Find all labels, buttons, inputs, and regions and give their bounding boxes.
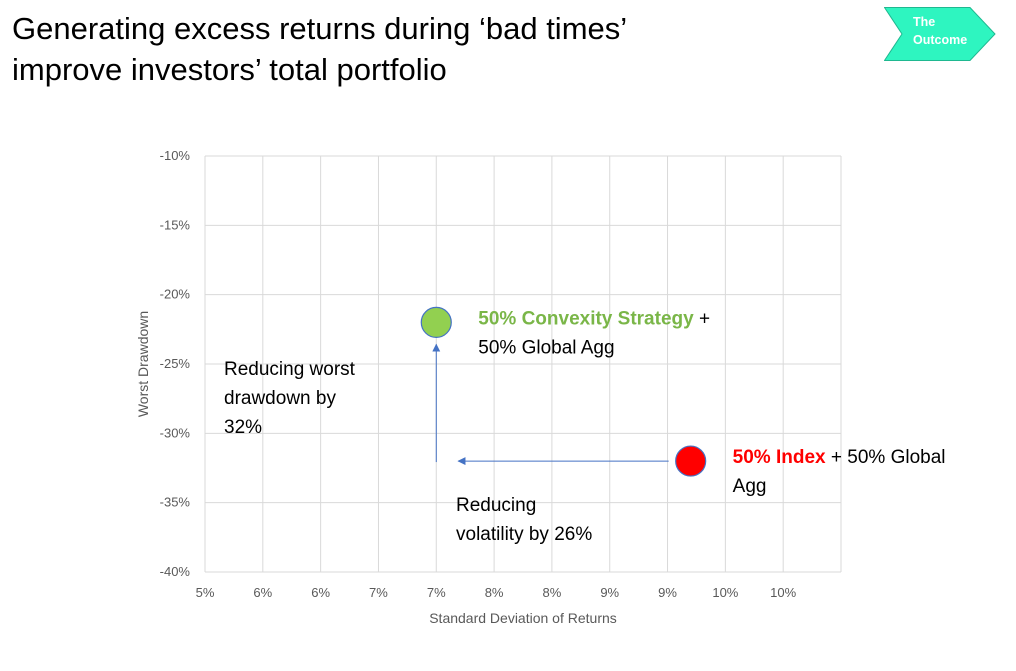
volatility-annotation-line: Reducing <box>456 495 536 516</box>
page-title: Generating excess returns during ‘bad ti… <box>12 8 852 90</box>
x-tick-label: 8% <box>543 585 562 600</box>
x-tick-label: 6% <box>311 585 330 600</box>
drawdown-annotation-line: 32% <box>224 417 262 438</box>
x-tick-label: 9% <box>658 585 677 600</box>
outcome-badge-shape <box>884 7 996 61</box>
y-tick-label: -25% <box>160 356 191 371</box>
point-convexity <box>420 306 452 338</box>
point-label-index: 50% Index + 50% Global <box>733 447 946 468</box>
y-tick-label: -15% <box>160 217 191 232</box>
x-tick-label: 10% <box>712 585 738 600</box>
x-tick-label: 9% <box>600 585 619 600</box>
y-axis-label: Worst Drawdown <box>135 311 151 417</box>
point-label-highlight: 50% Convexity Strategy <box>478 308 694 329</box>
outcome-badge: The Outcome <box>913 13 983 49</box>
y-tick-label: -40% <box>160 564 191 579</box>
point-label-line2-convexity: 50% Global Agg <box>478 337 614 358</box>
point-label-highlight: 50% Index <box>733 447 826 468</box>
x-tick-label: 8% <box>485 585 504 600</box>
point-label-convexity: 50% Convexity Strategy + <box>478 308 710 329</box>
volatility-annotation-line: volatility by 26% <box>456 524 592 545</box>
x-tick-label: 5% <box>196 585 215 600</box>
badge-line-1: The <box>913 15 936 29</box>
x-tick-label: 10% <box>770 585 796 600</box>
drawdown-annotation-line: drawdown by <box>224 388 336 409</box>
y-tick-label: -20% <box>160 287 191 302</box>
point-label-line2-index: Agg <box>733 476 767 497</box>
point-label-rest: + <box>694 308 710 329</box>
badge-line-2: Outcome <box>913 33 968 47</box>
y-tick-label: -10% <box>160 148 191 163</box>
x-tick-label: 7% <box>369 585 388 600</box>
drawdown-annotation-line: Reducing worst <box>224 359 356 380</box>
y-tick-label: -30% <box>160 425 191 440</box>
y-tick-label: -35% <box>160 495 191 510</box>
point-label-rest: + 50% Global <box>826 447 946 468</box>
point-index <box>675 445 707 477</box>
title-line-1: Generating excess returns during ‘bad ti… <box>12 11 628 46</box>
title-line-2: improve investors’ total portfolio <box>12 52 447 87</box>
x-tick-label: 7% <box>427 585 446 600</box>
x-axis-label: Standard Deviation of Returns <box>429 610 617 626</box>
x-tick-label: 6% <box>253 585 272 600</box>
